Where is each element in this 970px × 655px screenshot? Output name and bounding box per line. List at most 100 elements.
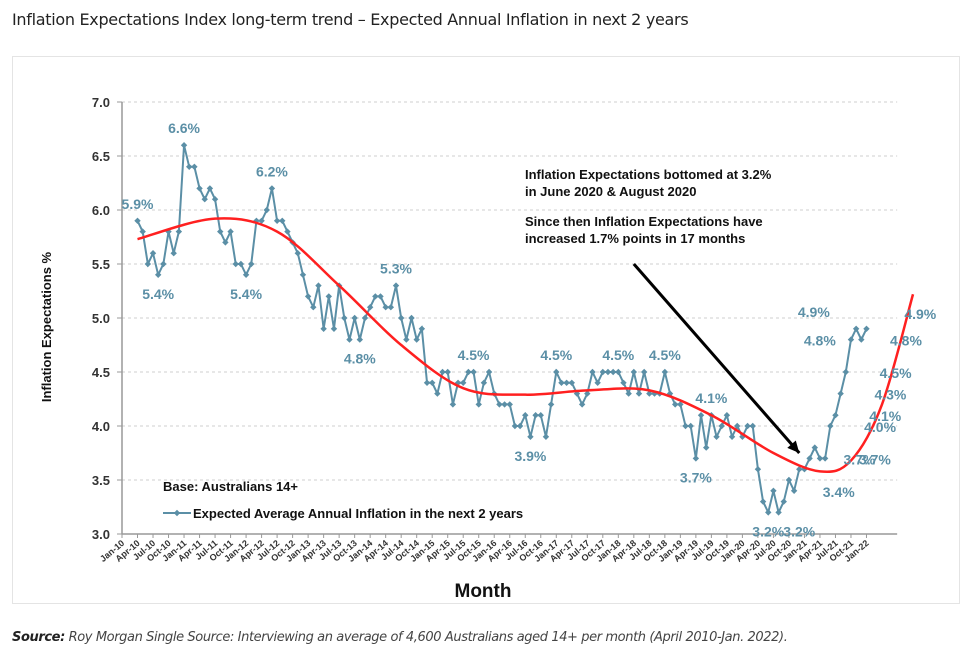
- data-point-marker: [346, 336, 353, 343]
- y-tick-label: 5.0: [92, 311, 110, 326]
- data-point-marker: [620, 379, 627, 386]
- data-point-marker: [765, 509, 772, 516]
- data-point-marker: [232, 260, 239, 268]
- y-tick-label: 3.0: [92, 527, 110, 542]
- data-point-marker: [501, 401, 508, 408]
- data-point-marker: [361, 314, 369, 322]
- data-point-marker: [563, 379, 570, 386]
- data-point-marker: [677, 401, 684, 408]
- data-point-marker: [470, 368, 477, 376]
- data-point-marker: [852, 325, 860, 332]
- data-label: 4.8%: [804, 333, 836, 349]
- data-label: 3.2%: [752, 523, 784, 539]
- annotation-text: in June 2020 & August 2020: [525, 184, 696, 199]
- data-point-marker: [217, 228, 224, 235]
- data-label: 4.5%: [602, 347, 634, 363]
- data-point-marker: [816, 455, 824, 462]
- data-point-marker: [449, 401, 457, 408]
- arrow-head: [787, 440, 800, 453]
- annotation-arrow: [632, 263, 801, 454]
- data-point-marker: [351, 314, 358, 322]
- data-point-marker: [640, 368, 648, 376]
- data-point-marker: [790, 487, 798, 494]
- data-label: 4.9%: [798, 304, 830, 320]
- data-point-marker: [191, 163, 198, 170]
- data-label: 5.3%: [380, 261, 412, 277]
- data-label: 6.2%: [256, 163, 288, 179]
- data-point-marker: [547, 401, 555, 408]
- data-point-marker: [780, 498, 787, 505]
- data-point-marker: [237, 260, 245, 268]
- data-point-marker: [460, 379, 467, 386]
- data-point-marker: [718, 422, 725, 430]
- data-point-marker: [506, 401, 513, 408]
- data-point-marker: [635, 390, 643, 397]
- y-tick-label: 4.5: [92, 365, 110, 380]
- y-tick-label: 5.5: [92, 257, 110, 272]
- data-point-marker: [863, 325, 870, 332]
- data-point-marker: [671, 401, 679, 408]
- data-point-marker: [144, 260, 152, 268]
- data-point-marker: [372, 293, 379, 300]
- data-label: 5.4%: [230, 286, 262, 302]
- data-point-marker: [604, 368, 612, 376]
- data-point-marker: [196, 185, 203, 192]
- data-point-marker: [537, 412, 544, 419]
- source-label: Source:: [12, 630, 65, 645]
- data-point-marker: [827, 422, 834, 430]
- data-point-marker: [258, 217, 265, 224]
- data-point-marker: [806, 455, 813, 462]
- data-point-marker: [248, 260, 255, 268]
- data-point-marker: [785, 476, 793, 484]
- data-point-marker: [387, 304, 395, 311]
- data-point-marker: [170, 250, 177, 257]
- data-point-marker: [796, 466, 803, 473]
- data-point-marker: [775, 509, 782, 516]
- legend-base-note: Base: Australians 14+: [163, 479, 298, 494]
- data-point-marker: [666, 390, 674, 397]
- data-point-marker: [268, 185, 276, 192]
- data-point-marker: [770, 487, 777, 494]
- data-point-marker: [692, 455, 700, 462]
- page-title: Inflation Expectations Index long-term t…: [12, 10, 689, 29]
- data-point-marker: [713, 433, 720, 440]
- data-point-marker: [279, 217, 286, 224]
- data-label: 4.8%: [890, 333, 922, 349]
- data-point-marker: [728, 433, 736, 440]
- annotation-text: Since then Inflation Expectations have: [525, 214, 763, 229]
- data-label: 3.7%: [859, 451, 891, 467]
- data-point-marker: [341, 314, 348, 322]
- data-point-marker: [661, 368, 669, 376]
- data-label: 3.4%: [823, 484, 855, 500]
- data-point-marker: [496, 401, 503, 408]
- data-point-marker: [366, 304, 374, 311]
- data-point-marker: [599, 368, 607, 376]
- data-point-marker: [516, 422, 524, 430]
- data-point-marker: [589, 368, 596, 376]
- data-point-marker: [697, 412, 705, 419]
- data-point-marker: [134, 217, 141, 224]
- data-label: 4.5%: [880, 365, 912, 381]
- data-point-marker: [615, 368, 622, 376]
- data-point-marker: [403, 336, 410, 343]
- data-point-marker: [578, 401, 586, 408]
- data-point-marker: [294, 250, 301, 257]
- data-point-marker: [858, 336, 865, 343]
- data-point-marker: [527, 433, 534, 440]
- data-point-marker: [485, 368, 493, 376]
- data-point-marker: [325, 293, 332, 300]
- data-point-marker: [299, 271, 307, 278]
- y-axis-title: Inflation Expectations %: [39, 251, 54, 402]
- data-point-marker: [429, 379, 436, 386]
- series-line: [136, 144, 868, 516]
- y-tick-label: 4.0: [92, 419, 110, 434]
- data-point-marker: [522, 412, 529, 419]
- data-label: 4.0%: [864, 419, 896, 435]
- data-point-marker: [356, 336, 364, 343]
- data-point-marker: [206, 185, 214, 192]
- x-axis-title: Month: [455, 581, 512, 602]
- data-label: 5.4%: [142, 286, 174, 302]
- data-point-marker: [801, 466, 808, 473]
- data-point-marker: [418, 325, 426, 332]
- data-point-marker: [310, 304, 317, 311]
